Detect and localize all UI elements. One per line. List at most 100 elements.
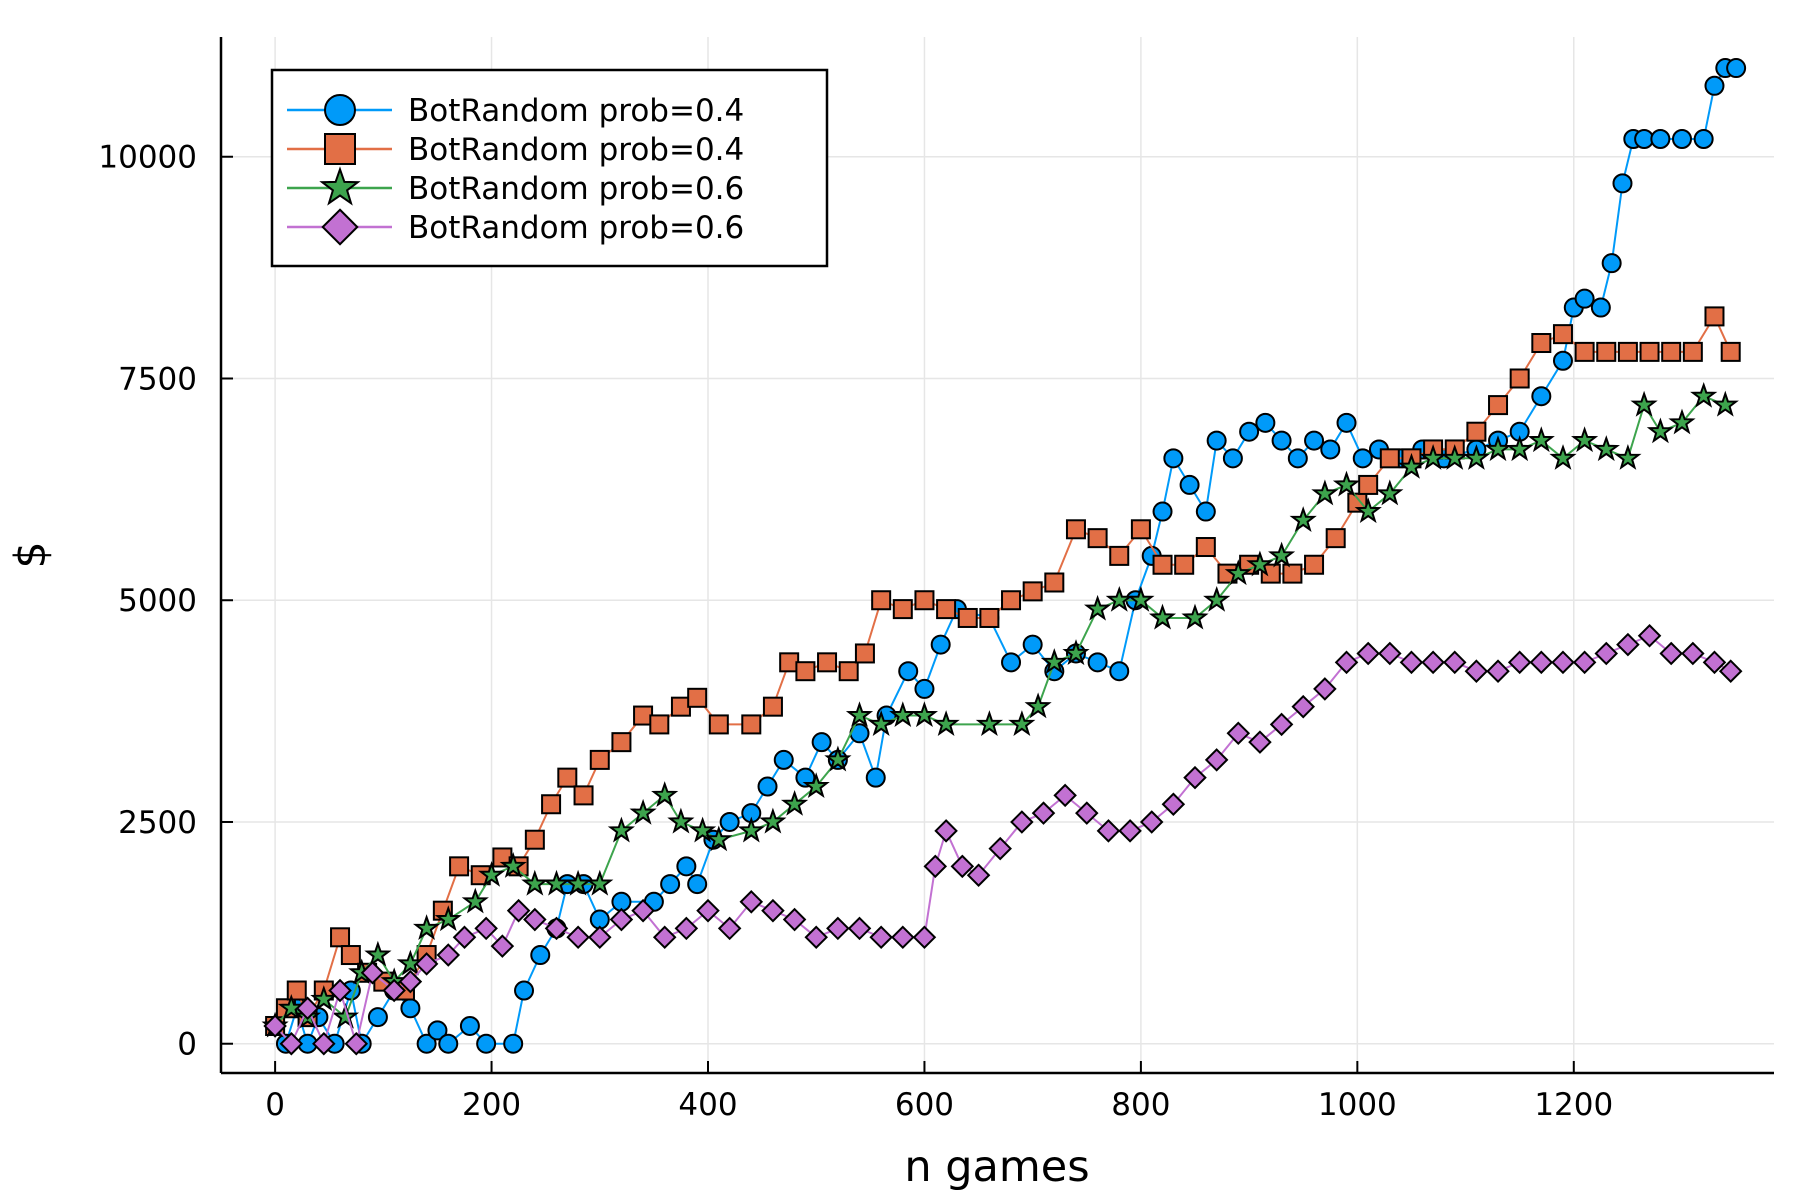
series-1-point — [757, 776, 778, 797]
series-3-point — [1419, 444, 1447, 470]
legend-label-1: BotRandom prob=0.4 — [408, 93, 744, 129]
series-3-point — [867, 710, 895, 736]
series-3-point — [1203, 585, 1231, 612]
series-4-point — [1637, 623, 1662, 648]
series-1-point — [1726, 58, 1747, 79]
series-4-point — [1551, 650, 1575, 675]
series-1-point — [1109, 661, 1130, 682]
series-2-point — [1574, 341, 1595, 362]
series-3-point — [802, 772, 830, 799]
series-2-point — [573, 785, 594, 806]
series-4-point — [696, 898, 720, 923]
series-4-point — [1659, 641, 1683, 666]
series-3-point — [1268, 541, 1296, 568]
y-tick-label: 7500 — [118, 361, 197, 397]
series-2-point — [1044, 572, 1065, 593]
series-1-point — [416, 1033, 437, 1054]
series-4-point — [360, 961, 385, 985]
x-tick-label: 1200 — [1534, 1087, 1613, 1123]
x-axis-title: n games — [904, 1142, 1089, 1192]
series-2-point — [1531, 333, 1552, 354]
x-tick-label: 1000 — [1318, 1087, 1397, 1123]
series-2-point — [524, 829, 545, 850]
series-4-point — [566, 925, 590, 950]
series-3-point — [759, 807, 787, 834]
series-1-point — [930, 634, 951, 655]
series-4-point — [398, 969, 423, 994]
series-2-point — [557, 767, 578, 788]
series-4-point — [382, 978, 406, 1003]
series-4-point — [295, 996, 320, 1021]
series-2-point — [957, 607, 978, 628]
series-4-point — [506, 898, 531, 923]
series-3-point — [1571, 426, 1599, 453]
series-3-point — [932, 710, 960, 736]
y-tick-label: 5000 — [118, 583, 197, 619]
series-3-point — [1224, 559, 1252, 586]
legend-box — [270, 68, 829, 268]
series-4-point — [1313, 677, 1337, 701]
series-3-point — [1127, 585, 1155, 612]
series-2-point — [1379, 448, 1400, 469]
series-4-point — [609, 907, 634, 932]
series-3 — [261, 381, 1739, 1038]
series-4-point — [847, 916, 872, 941]
series-2-point — [340, 945, 361, 966]
series-4-point — [1702, 650, 1727, 675]
series-2-point — [1682, 341, 1703, 362]
series-4-point — [804, 925, 828, 950]
series-1-point — [773, 749, 794, 770]
series-1-point — [1552, 350, 1573, 371]
series-4-point — [1139, 810, 1164, 834]
series-4-point — [490, 934, 515, 958]
series-1-point — [914, 678, 935, 699]
series-2-point — [330, 927, 351, 948]
series-2-point — [449, 856, 470, 877]
series-4-point — [1269, 712, 1294, 737]
series-4-point — [1572, 650, 1597, 675]
y-tick-label: 0 — [177, 1027, 197, 1063]
series-4-point — [1464, 659, 1489, 683]
series-4-point — [934, 819, 958, 843]
series-4-point — [414, 952, 439, 976]
series-3-point — [461, 887, 489, 914]
series-4-point — [1183, 765, 1207, 790]
series-2-point — [589, 749, 610, 770]
series-4-point — [1378, 641, 1402, 666]
series-3-point — [521, 869, 549, 896]
series-4-point — [1096, 819, 1121, 843]
series-2-point — [1282, 563, 1303, 584]
series-2-point — [854, 643, 875, 664]
legend-label-2: BotRandom prob=0.4 — [408, 132, 744, 168]
series-1-point — [1206, 430, 1227, 451]
series-2-point — [1001, 590, 1022, 611]
series-2-point — [762, 696, 783, 717]
series-3-point — [477, 860, 506, 887]
series-1-point — [1022, 634, 1043, 655]
series-1-point — [1352, 448, 1373, 469]
series-2-point — [817, 652, 838, 673]
series-3-point — [1311, 479, 1339, 506]
series-3-point — [667, 807, 695, 834]
series-3-point — [1630, 390, 1658, 417]
series-1-point — [1287, 448, 1308, 469]
series-1-point — [1152, 501, 1173, 522]
series-4-point — [717, 916, 742, 941]
series-2 — [265, 306, 1741, 1036]
series-2-point — [1109, 545, 1130, 566]
series-3-point — [1105, 585, 1133, 612]
series-3-point — [1289, 506, 1317, 532]
series-1-point — [1336, 412, 1357, 433]
series-1-point — [1693, 129, 1714, 150]
series-3-point — [1462, 444, 1491, 470]
series-4-point — [674, 916, 699, 941]
series-1-point — [503, 1033, 524, 1054]
series-4-point — [826, 916, 850, 941]
series-4-point — [923, 854, 948, 879]
series-2-point — [1130, 519, 1151, 540]
series-4-point — [328, 978, 352, 1003]
series-3-point — [1062, 639, 1090, 666]
legend-marker-1 — [324, 94, 356, 126]
series-1-point — [1320, 439, 1341, 460]
